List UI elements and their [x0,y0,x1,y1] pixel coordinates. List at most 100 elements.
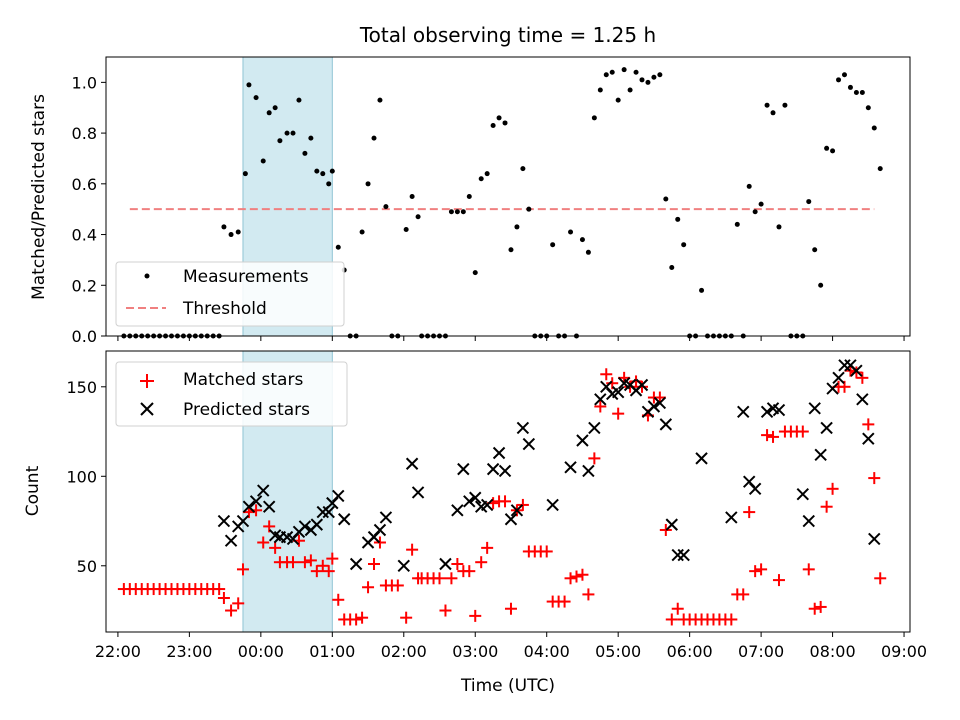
bottom-xtick-label: 01:00 [309,642,355,661]
matched-point [761,429,774,442]
matched-point [433,572,446,585]
matched-point [874,572,887,585]
predicted-point [594,393,607,406]
measurement-point [520,166,526,172]
matched-point [582,588,595,601]
top-points-layer [121,67,883,339]
bottom-legend-box [115,361,348,427]
legend-measurements-label: Measurements [183,267,309,287]
matched-point [225,604,238,617]
matched-point [564,572,577,585]
measurement-point [403,226,409,232]
measurement-point [365,181,371,187]
measurement-point [478,176,484,182]
bottom-axes-frame [105,350,911,633]
matched-point [350,613,363,626]
predicted-point [498,464,512,478]
matched-point [310,565,323,578]
measurement-point [377,97,383,103]
measurement-point [847,84,853,90]
measurement-point [472,270,478,276]
measurement-point [651,74,657,80]
predicted-point [338,513,351,526]
matched-point [767,430,780,443]
top-panel: 0.0 0.2 0.4 0.6 0.8 1.0 Matched/Predicted sta… [29,56,911,346]
predicted-point [546,498,559,512]
matched-point [749,565,762,578]
bottom-ylabel: Count [23,465,43,516]
matched-point [504,602,517,615]
matched-point [612,407,625,420]
measurement-point [603,72,609,78]
bottom-xtick-label: 04:00 [524,642,570,661]
measurement-point [329,168,335,174]
measurement-point [314,168,320,174]
matched-point [463,565,476,578]
matched-point [236,563,249,576]
top-ytick-label: 0.8 [72,124,97,143]
measurement-point [657,72,663,78]
matched-point [570,570,583,583]
matched-point [257,536,270,549]
matched-point [755,563,768,576]
bottom-xlabel: Time (UTC) [460,676,555,696]
measurement-point [746,183,752,189]
measurement-point [277,138,283,144]
legend-measurements-marker [144,273,150,279]
predicted-point [510,504,524,517]
predicted-point [379,511,393,524]
matched-point [772,574,785,587]
measurement-point [383,204,389,210]
measurement-point [242,171,248,177]
measurement-point [812,247,818,253]
matched-point [725,613,738,626]
top-axes-frame [105,56,911,337]
predicted-point [224,534,238,547]
bottom-yticks: 50 100 150 [66,378,106,576]
matched-point [868,472,881,485]
predicted-point [217,514,231,528]
top-legend-box [115,261,345,327]
measurement-point [484,171,490,177]
matched-point [269,541,282,554]
matched-point [624,380,637,393]
measurement-point [496,115,502,121]
matched-point [808,602,821,615]
predicted-point [576,434,589,447]
predicted-point [469,491,482,504]
measurement-point [770,110,776,116]
measurement-point [585,249,591,255]
matched-point [469,609,482,622]
matched-point [475,556,488,569]
top-ytick-label: 0.6 [72,175,97,194]
predicted-point [653,396,667,410]
predicted-point [405,457,419,470]
matched-point [481,541,494,554]
matched-point [588,452,601,465]
measurement-point [253,95,259,101]
matched-point [406,543,419,556]
measurement-point [335,244,341,250]
predicted-point [492,446,506,460]
matched-point [737,588,750,601]
measurement-point [221,224,227,230]
predicted-point [677,548,690,562]
matched-point [600,368,613,381]
matched-point [636,380,648,393]
predicted-point [635,378,649,392]
top-legend: Measurements Threshold [115,261,345,327]
top-ytick-label: 1.0 [72,73,97,92]
measurement-point [526,206,532,212]
predicted-point [862,432,875,445]
measurement-point [752,209,758,215]
predicted-point [516,421,530,435]
measurement-point [326,181,332,187]
matched-point [316,559,329,572]
matched-point [659,523,672,536]
matched-point [356,611,369,624]
legend-threshold-label: Threshold [182,299,267,319]
predicted-point [411,486,425,499]
measurement-point [415,214,421,220]
predicted-point [322,505,335,519]
